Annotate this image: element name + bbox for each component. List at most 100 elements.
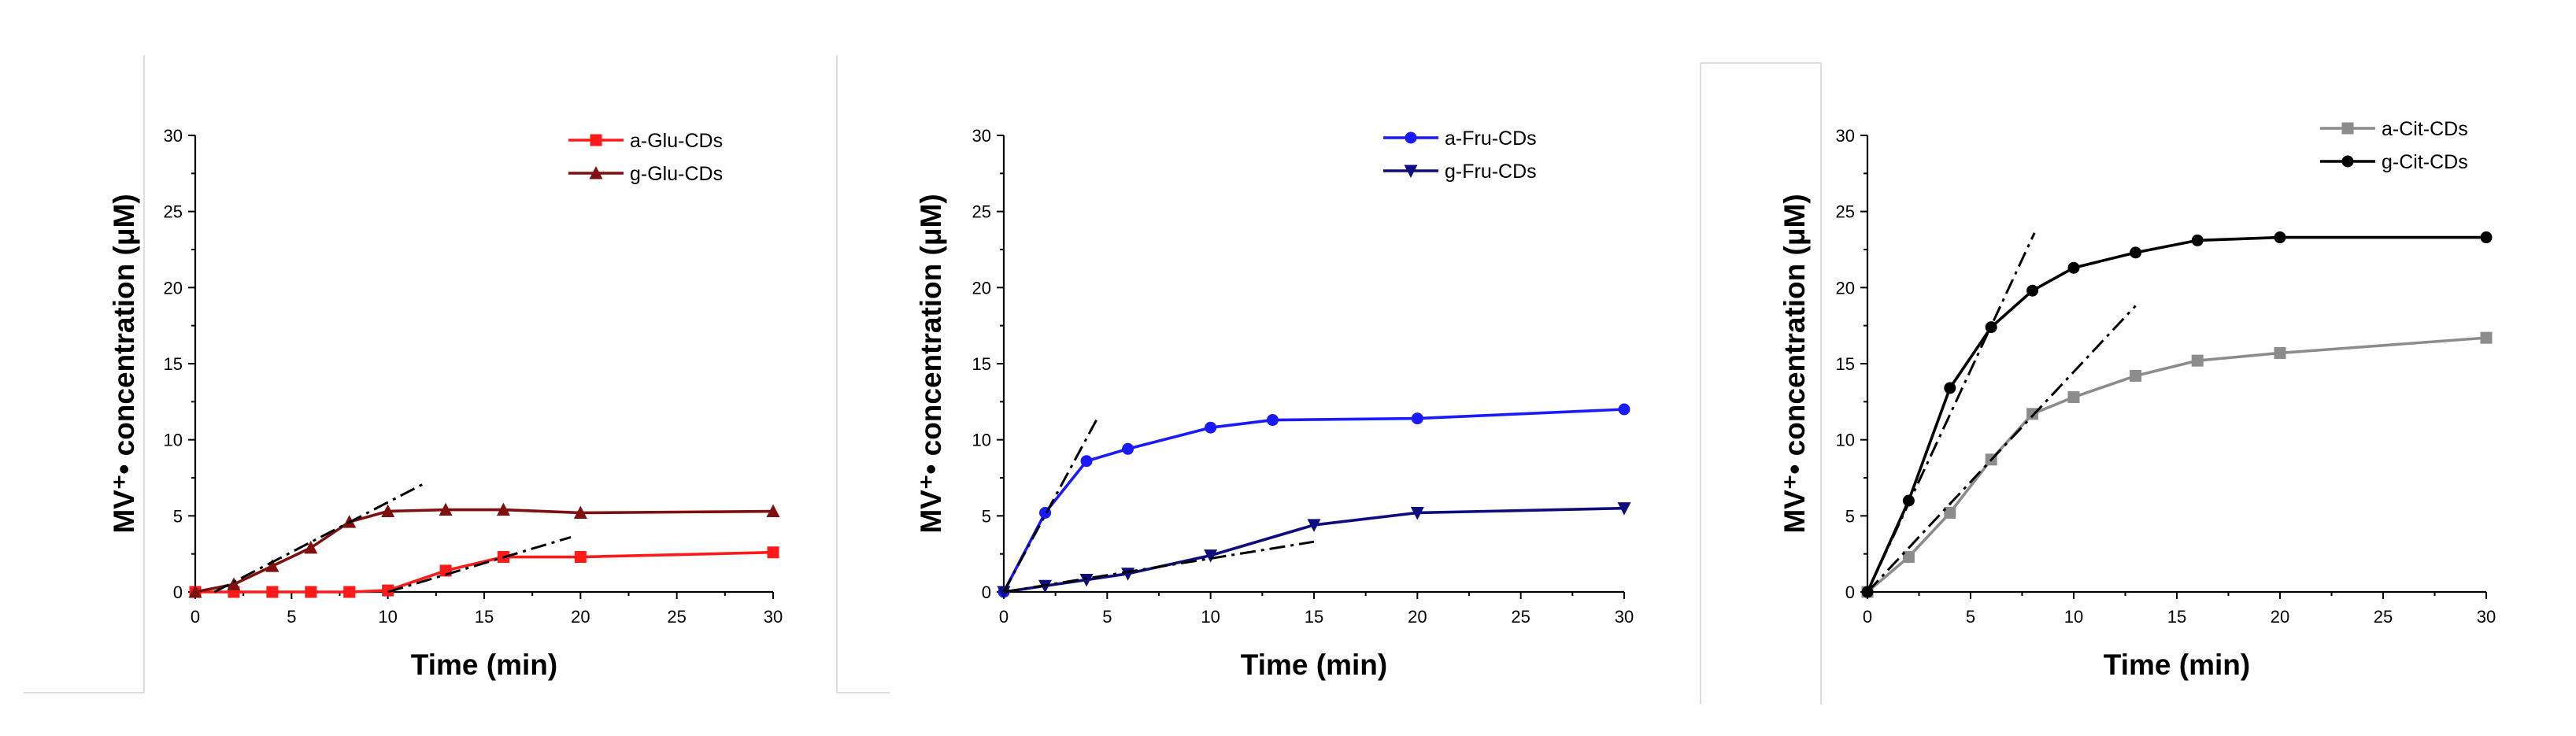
x-tick-label: 10 [378, 607, 397, 627]
legend-marker [1404, 165, 1418, 178]
x-tick-label: 5 [1102, 607, 1112, 627]
data-point [1122, 442, 1134, 455]
data-point [573, 505, 587, 519]
data-point [1307, 519, 1321, 532]
data-point [343, 586, 356, 598]
x-tick-label: 0 [1863, 607, 1872, 627]
legend-marker [2341, 122, 2354, 135]
fit-line [1866, 232, 2036, 593]
y-tick-label: 0 [982, 583, 991, 602]
series-line [1866, 235, 2486, 593]
data-point [382, 584, 394, 597]
data-point [1205, 421, 1217, 434]
fit-line [1003, 540, 1315, 594]
x-axis-title: Time (min) [411, 649, 557, 681]
data-point [496, 502, 510, 516]
y-tick-label: 0 [173, 583, 183, 602]
fit-line [213, 481, 427, 594]
y-tick-label: 10 [972, 431, 991, 450]
fit-line [1002, 415, 1101, 593]
data-point [227, 577, 241, 590]
x-tick-label: 15 [1305, 607, 1323, 627]
x-tick-label: 0 [191, 607, 200, 627]
series-line [195, 550, 774, 594]
y-tick-label: 25 [164, 202, 183, 222]
y-tick-label: 30 [164, 126, 183, 146]
data-point [1079, 574, 1094, 587]
data-point [1038, 579, 1053, 594]
x-tick-label: 10 [2064, 607, 2083, 627]
y-tick-label: 10 [1836, 431, 1855, 450]
data-point [2026, 284, 2039, 297]
y-tick-label: 25 [972, 202, 991, 222]
data-point [574, 551, 587, 564]
legend-marker [589, 166, 603, 179]
y-tick-label: 20 [972, 278, 991, 298]
series-line [1003, 506, 1625, 594]
data-point [2130, 369, 2142, 382]
y-tick-label: 5 [982, 506, 991, 526]
legend-label: a-Cit-CDs [2382, 118, 2468, 140]
data-point [2191, 354, 2204, 367]
data-point [188, 585, 202, 598]
data-point [2067, 391, 2080, 404]
data-point [2274, 346, 2286, 359]
x-tick-label: 5 [287, 607, 296, 627]
data-point [266, 586, 279, 598]
x-tick-label: 20 [1408, 607, 1427, 627]
x-tick-label: 30 [1615, 607, 1634, 627]
y-tick-label: 30 [1836, 126, 1855, 146]
series-line [1002, 408, 1625, 593]
data-point [1617, 502, 1631, 516]
y-axis-title: MV⁺• concentration (μM) [108, 194, 140, 533]
y-tick-label: 5 [1845, 506, 1855, 526]
data-point [265, 559, 279, 572]
x-tick-label: 15 [2167, 607, 2186, 627]
y-tick-label: 20 [164, 278, 183, 298]
data-point [1266, 414, 1279, 427]
chart-3: 0 5 10 15 20 25 30 0 5 10 15 20 25 30 Time (min) MV⁺• c… [1778, 118, 2496, 681]
x-axis-title: Time (min) [1241, 649, 1387, 681]
fit-line [387, 535, 572, 594]
data-point [439, 502, 453, 516]
x-tick-label: 30 [2477, 607, 2496, 627]
legend-label: g-Glu-CDs [630, 163, 723, 185]
legend-label: a-Glu-CDs [630, 130, 723, 152]
data-point [2026, 408, 2039, 420]
x-tick-label: 10 [1201, 607, 1220, 627]
y-tick-label: 25 [1836, 202, 1855, 222]
data-point [2067, 261, 2080, 274]
legend-label: g-Fru-CDs [1445, 161, 1537, 183]
data-point [1411, 412, 1423, 425]
data-point [1410, 506, 1424, 520]
legend-marker [590, 134, 602, 146]
y-tick-label: 15 [972, 354, 991, 374]
x-tick-label: 25 [2374, 607, 2393, 627]
data-point [1080, 455, 1093, 468]
data-point [767, 546, 779, 559]
data-point [1902, 551, 1915, 564]
y-tick-label: 20 [1836, 278, 1855, 298]
frame-lines [24, 55, 1822, 705]
x-tick-label: 20 [571, 607, 590, 627]
data-point [1944, 506, 1956, 519]
y-tick-label: 0 [1845, 583, 1855, 602]
chart-2: 0 5 10 15 20 25 30 0 5 10 15 20 25 30 Time (min) MV⁺• c… [915, 126, 1634, 681]
data-point [381, 504, 395, 518]
data-point [2480, 331, 2493, 344]
series-line [1866, 336, 2487, 594]
y-tick-label: 30 [972, 126, 991, 146]
legend-marker [2341, 155, 2354, 168]
data-point [1944, 382, 1956, 394]
data-point [2191, 234, 2204, 246]
data-point [2274, 231, 2286, 244]
series-line [194, 508, 774, 594]
y-axis-title: MV⁺• concentration (μM) [1778, 194, 1811, 533]
legend-label: g-Cit-CDs [2382, 151, 2468, 173]
y-tick-label: 10 [164, 431, 183, 450]
data-point [766, 504, 780, 518]
data-point [1618, 403, 1630, 416]
data-point [305, 586, 317, 598]
x-tick-label: 15 [475, 607, 494, 627]
